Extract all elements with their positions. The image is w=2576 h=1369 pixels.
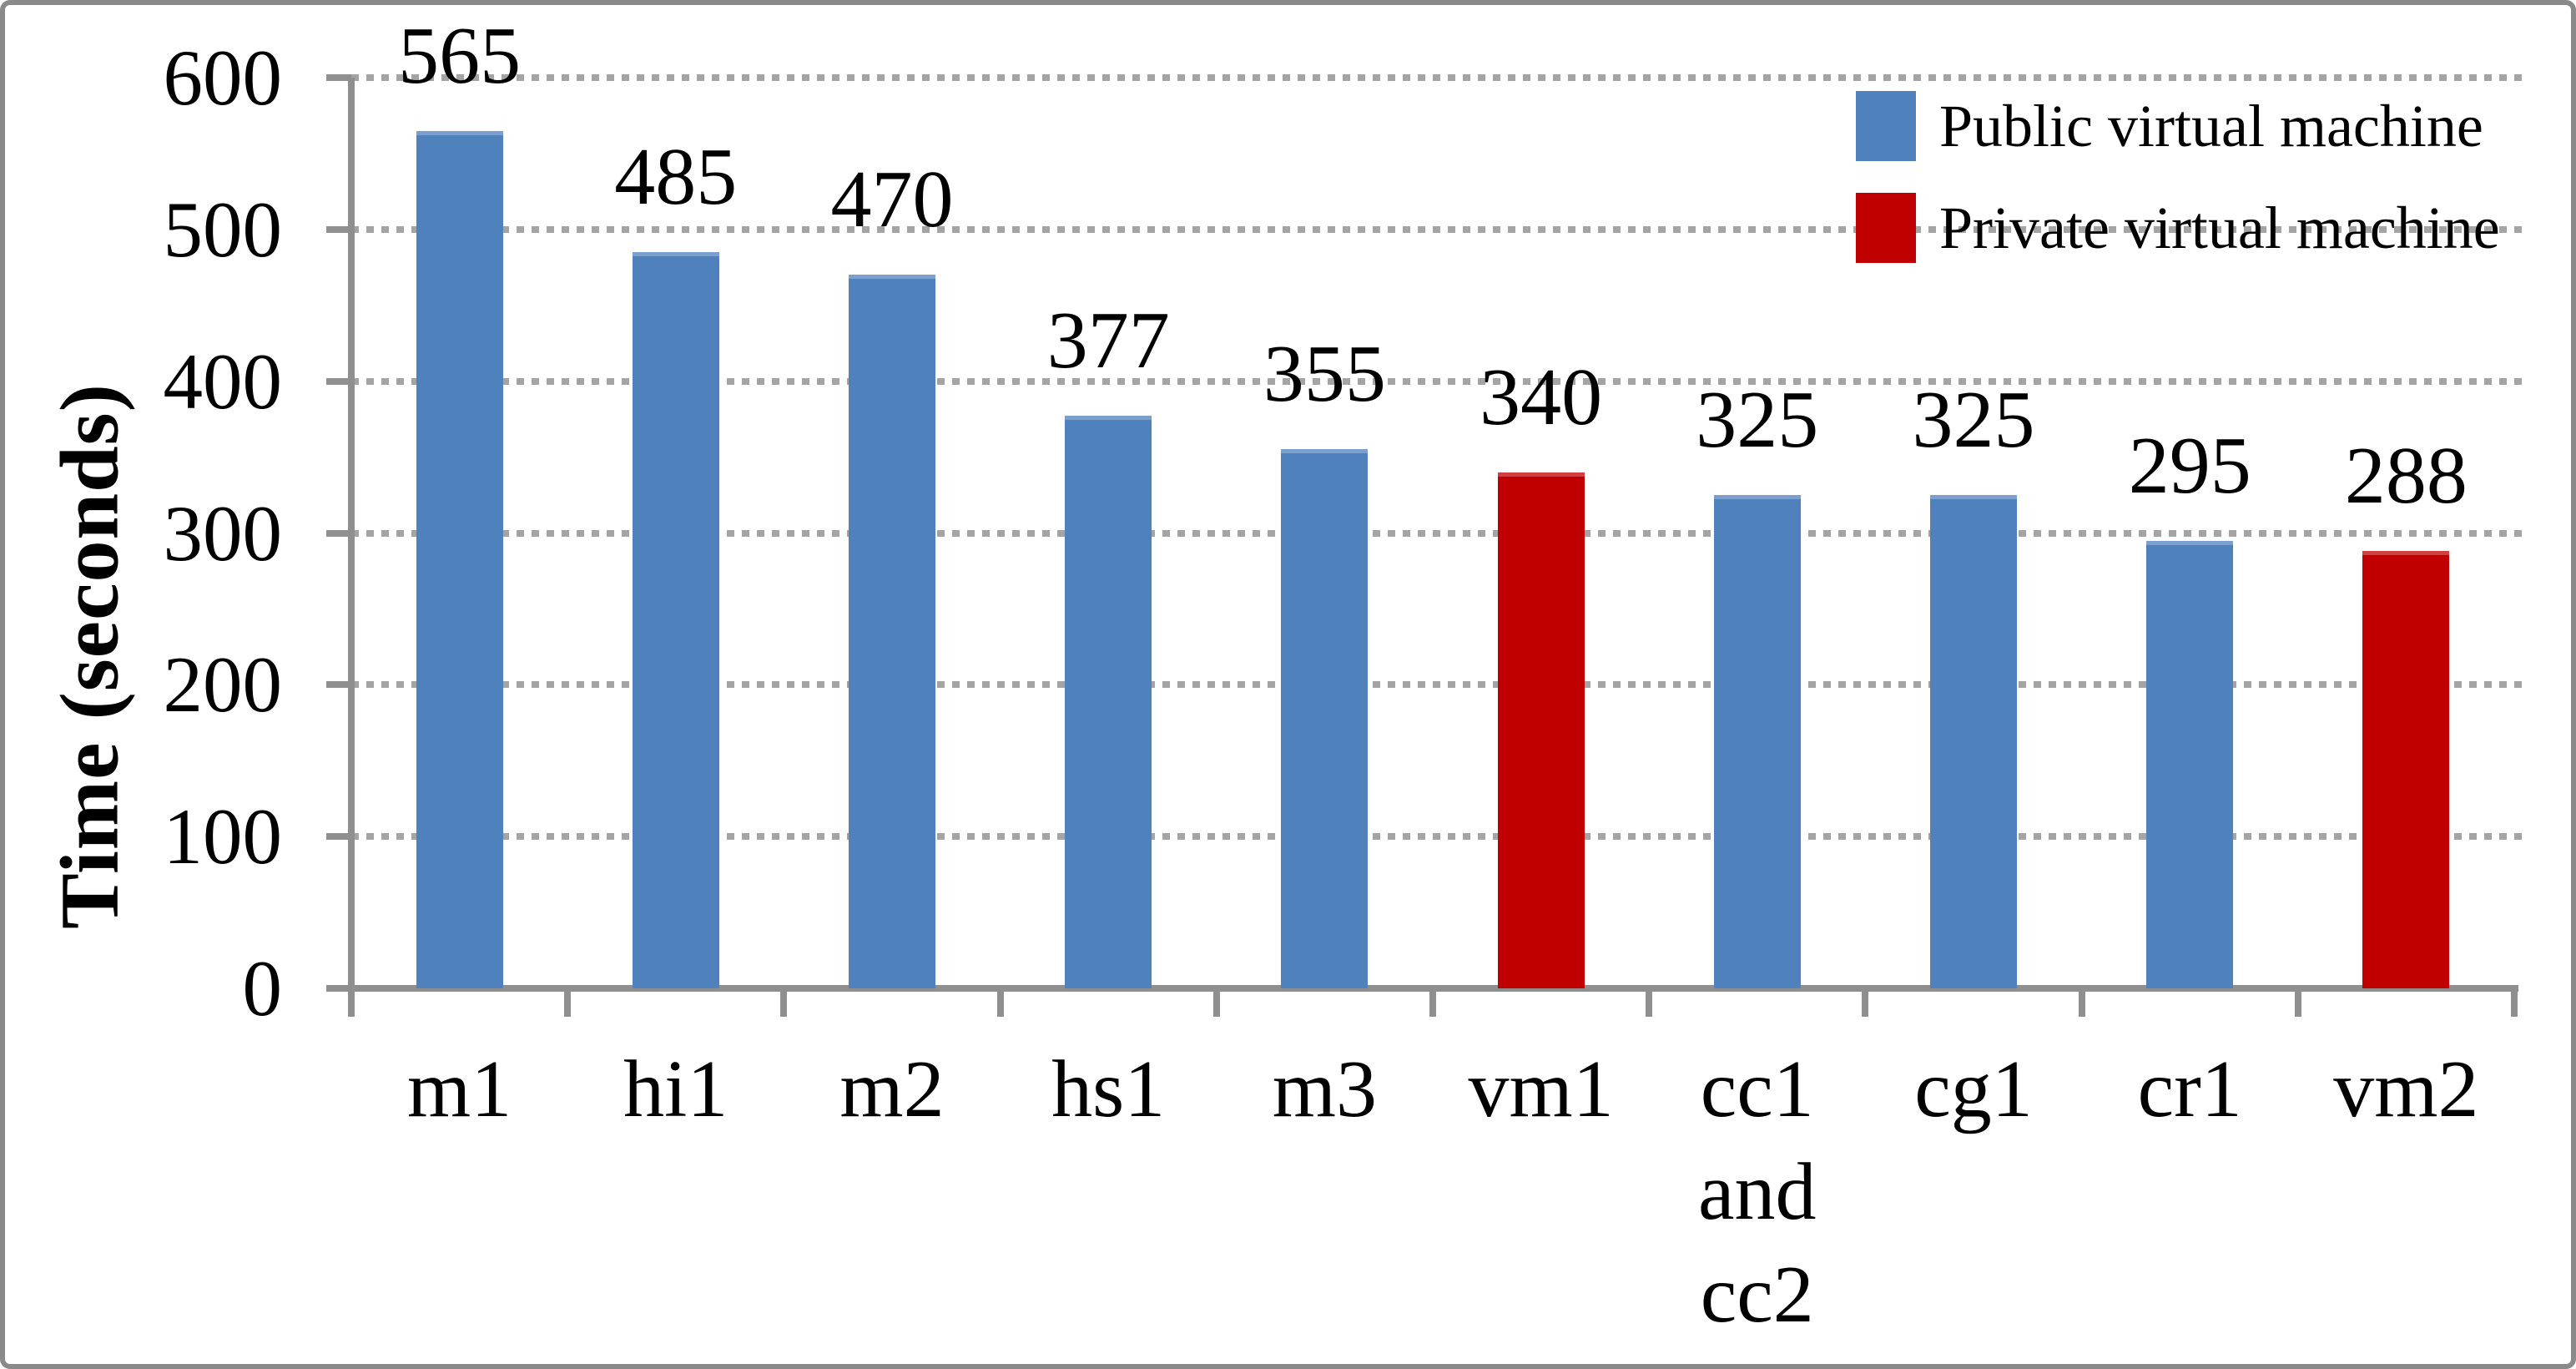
x-category-label: m3: [1217, 1038, 1433, 1141]
x-category-label-line: and: [1698, 1147, 1817, 1237]
bar-m3: [1281, 449, 1369, 988]
x-tick: [348, 988, 355, 1017]
x-category-label-line: cr1: [2137, 1044, 2242, 1134]
x-category-label: hs1: [1001, 1038, 1217, 1141]
x-tick: [1429, 988, 1436, 1017]
x-tick: [1212, 988, 1220, 1017]
bar-cc1-and-cc2: [1713, 495, 1801, 988]
legend-label: Public virtual machine: [1939, 93, 2483, 159]
y-tick-600: [326, 74, 351, 81]
x-category-label: hi1: [567, 1038, 784, 1141]
x-category-label: cr1: [2082, 1038, 2298, 1141]
gridline-100: [351, 833, 2525, 841]
bar-value-label: 340: [1480, 351, 1603, 442]
y-tick-400: [326, 377, 351, 385]
x-tick: [780, 988, 788, 1017]
x-category-label-line: cc1: [1700, 1044, 1814, 1134]
x-category-label: cg1: [1865, 1038, 2081, 1141]
legend-swatch: [1856, 193, 1916, 263]
x-category-label-line: m2: [839, 1044, 945, 1134]
x-category-label-line: cc2: [1700, 1250, 1814, 1340]
bar-cr1: [2146, 540, 2234, 988]
y-axis-line: [348, 78, 355, 988]
x-category-label: m2: [784, 1038, 1000, 1141]
bar-value-label: 295: [2128, 420, 2251, 511]
bar-m1: [416, 130, 503, 988]
gridline-600: [351, 74, 2525, 81]
y-tick-label: 300: [163, 488, 283, 578]
y-tick-300: [326, 529, 351, 537]
bar-value-label: 325: [1912, 375, 2035, 466]
gridline-200: [351, 681, 2525, 689]
x-category-label-line: vm2: [2333, 1044, 2479, 1134]
x-tick: [564, 988, 572, 1017]
bar-value-label: 355: [1263, 329, 1386, 420]
y-tick-label: 600: [163, 33, 283, 122]
y-tick-500: [326, 225, 351, 233]
x-category-label: vm2: [2298, 1038, 2514, 1141]
bar-value-label: 565: [398, 10, 522, 101]
legend-entry-private: Private virtual machine: [1856, 193, 2500, 263]
x-tick: [1862, 988, 1869, 1017]
x-category-label-line: vm1: [1468, 1044, 1614, 1134]
bar-value-label: 288: [2344, 431, 2468, 522]
x-category-label-line: hi1: [623, 1044, 728, 1134]
x-category-label: vm1: [1433, 1038, 1649, 1141]
bar-value-label: 485: [614, 132, 738, 223]
bar-value-label: 470: [830, 154, 954, 245]
x-category-label: cc1 and cc2: [1649, 1038, 1865, 1346]
legend-entry-public: Public virtual machine: [1856, 91, 2483, 161]
x-category-label-line: m3: [1272, 1044, 1377, 1134]
bar-m2: [849, 275, 935, 988]
y-tick-100: [326, 833, 351, 841]
gridline-300: [351, 529, 2525, 537]
bar-vm2: [2362, 551, 2450, 988]
x-tick: [2511, 988, 2518, 1017]
y-tick-label: 100: [163, 792, 283, 882]
legend: Public virtual machine Private virtual ma…: [1856, 91, 2523, 266]
x-category-label-line: m1: [406, 1044, 512, 1134]
y-tick-label: 200: [163, 640, 283, 730]
bar-cg1: [1930, 495, 2017, 988]
x-tick: [2294, 988, 2301, 1017]
legend-swatch: [1856, 91, 1916, 161]
y-axis-title: Time (seconds): [43, 383, 136, 929]
y-tick-200: [326, 681, 351, 689]
x-category-label-line: hs1: [1051, 1044, 1166, 1134]
x-category-label-line: cg1: [1914, 1044, 2033, 1134]
y-tick-label: 500: [163, 184, 283, 274]
y-tick-label: 0: [242, 944, 283, 1033]
gridline-500: [351, 225, 2525, 233]
x-tick: [2078, 988, 2085, 1017]
bar-vm1: [1497, 472, 1585, 988]
bar-value-label: 377: [1046, 296, 1170, 386]
bar-hi1: [632, 252, 719, 988]
legend-label: Private virtual machine: [1939, 194, 2500, 261]
gridline-400: [351, 377, 2525, 385]
x-category-label: m1: [351, 1038, 567, 1141]
x-tick: [996, 988, 1004, 1017]
x-axis-line: [328, 985, 2518, 992]
x-tick: [1646, 988, 1653, 1017]
bar-value-label: 325: [1696, 375, 1819, 466]
plot-area: 0 100 200 300 400 500 600 565 m1 485 hi1 470 m2 377 hs…: [5, 5, 2571, 1364]
bar-hs1: [1065, 416, 1152, 988]
y-tick-label: 400: [163, 336, 283, 426]
